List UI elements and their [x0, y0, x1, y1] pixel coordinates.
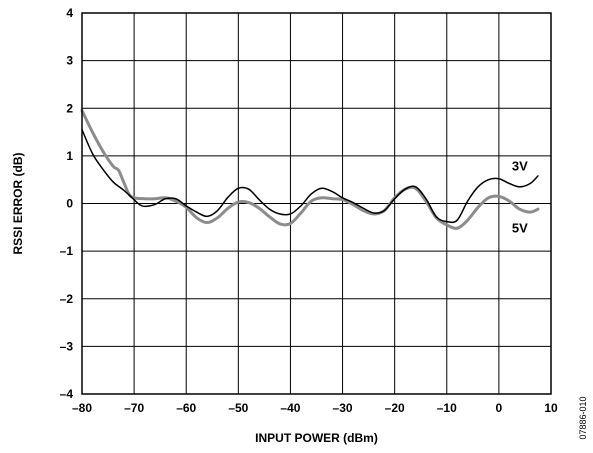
y-tick-label: 0	[66, 197, 73, 211]
series-line-5v	[80, 109, 540, 230]
x-tick-label: –10	[437, 401, 457, 415]
x-tick-label: 0	[496, 401, 503, 415]
x-axis-title: INPUT POWER (dBm)	[255, 431, 378, 445]
x-tick-label: –20	[385, 401, 405, 415]
y-tick-labels: –4 –3 –2 –1 0 1 2 3 4	[60, 6, 74, 401]
series-line-3v	[81, 128, 539, 224]
x-tick-label: –30	[333, 401, 353, 415]
x-tick-label: 10	[544, 401, 558, 415]
x-tick-label: –50	[228, 401, 248, 415]
x-tick-label: –40	[280, 401, 300, 415]
series-label-3v: 3V	[512, 158, 528, 173]
series-label-5v: 5V	[512, 220, 528, 235]
y-tick-label: –2	[60, 292, 74, 306]
y-tick-label: 1	[66, 149, 73, 163]
y-tick-label: 4	[66, 6, 73, 20]
y-tick-label: –3	[60, 339, 74, 353]
y-tick-label: 3	[66, 54, 73, 68]
y-tick-label: –4	[60, 387, 74, 401]
series-lines	[80, 109, 540, 230]
figure-id: 07886-010	[578, 396, 588, 439]
x-tick-label: –80	[72, 401, 92, 415]
plot-frame	[81, 12, 552, 395]
series-annotations: 3V 5V	[512, 158, 528, 235]
x-tick-label: –60	[176, 401, 196, 415]
y-tick-label: 2	[66, 101, 73, 115]
y-tick-label: –1	[60, 244, 74, 258]
y-axis-title: RSSI ERROR (dB)	[11, 152, 25, 254]
x-tick-labels: –80 –70 –60 –50 –40 –30 –20 –10 0 10	[72, 401, 558, 415]
x-tick-label: –70	[124, 401, 144, 415]
